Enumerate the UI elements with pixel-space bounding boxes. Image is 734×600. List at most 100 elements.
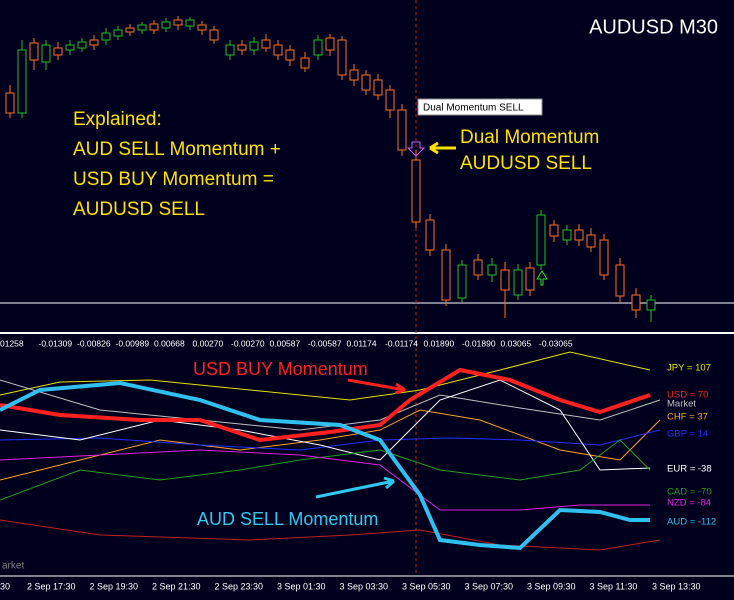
signal-label: Dual Momentum	[460, 127, 599, 148]
indicator-line	[0, 351, 651, 401]
time-label: 3 Sep 09:30	[527, 581, 576, 591]
currency-label: GBP = 14	[667, 429, 708, 440]
candle-body	[273, 44, 283, 56]
indicator-line	[0, 449, 650, 511]
candle-body	[562, 229, 572, 241]
explanation: Explained: AUD SELL Momentum + USD BUY Mom…	[73, 109, 281, 220]
candle-body	[411, 159, 421, 223]
time-axis: 30 2 Sep 17:30 2 Sep 19:30 2 Sep 21:30 2 Sep…	[0, 581, 701, 591]
sell-arrow	[406, 141, 426, 157]
candle-body	[385, 89, 395, 111]
level-label: 01258	[0, 338, 24, 348]
level-label: 0.00587	[270, 338, 301, 348]
level-label: -0.01890	[462, 338, 496, 348]
explanation-line: AUD SELL Momentum +	[73, 139, 281, 160]
symbol: AUDUSD M30	[589, 16, 718, 38]
candle-body	[457, 264, 467, 299]
explanation-line: USD BUY Momentum =	[73, 169, 274, 190]
candle-body	[373, 79, 383, 96]
currency-label: EUR = -38	[667, 464, 712, 475]
explanation-line: AUDUSD SELL	[73, 199, 205, 220]
candle-body	[313, 39, 323, 56]
candle-body	[77, 41, 87, 49]
candle-body	[500, 269, 510, 291]
level-label: -0.03065	[539, 338, 573, 348]
time-label: 3 Sep 07:30	[465, 581, 514, 591]
candle-body	[17, 49, 27, 114]
candle-body	[397, 109, 407, 151]
indicator-line	[0, 379, 661, 431]
candle-body	[209, 29, 219, 41]
indicator-line	[0, 409, 661, 481]
currency-label: JPY = 107	[667, 363, 711, 374]
time-label: 2 Sep 19:30	[90, 581, 139, 591]
candle-body	[89, 39, 99, 46]
indicator-line	[0, 379, 651, 471]
indicator-line	[0, 519, 661, 551]
candle-body	[29, 42, 39, 61]
candle-body	[261, 39, 271, 49]
time-label: 2 Sep 21:30	[152, 581, 201, 591]
candle-body	[225, 44, 235, 56]
candle-body	[161, 21, 171, 29]
candle-body	[513, 269, 523, 296]
candle-body	[536, 214, 546, 266]
candle-body	[53, 47, 63, 56]
candle-body	[249, 41, 259, 51]
currency-label: Market	[667, 399, 696, 410]
time-label: 3 Sep 13:30	[652, 581, 701, 591]
level-label: -0.01309	[39, 338, 73, 348]
arrow	[429, 141, 456, 155]
time-label: 3 Sep 01:30	[277, 581, 326, 591]
candle-body	[361, 74, 371, 91]
candle-body	[615, 264, 625, 297]
candle-body	[285, 49, 295, 61]
candle-body	[441, 249, 451, 301]
level-label: 0.03065	[501, 338, 532, 348]
candle-body	[125, 27, 135, 33]
candle-body	[149, 23, 159, 31]
candle-body	[349, 69, 359, 81]
currency-label: NZD = -84	[667, 498, 711, 509]
candle-body	[646, 299, 656, 311]
level-label: 0.00668	[154, 338, 185, 348]
candle-body	[237, 44, 247, 51]
candle-body	[101, 32, 111, 41]
level-label: -0.00989	[116, 338, 150, 348]
candle-body	[487, 264, 497, 276]
level-label: -0.00270	[231, 338, 265, 348]
tooltip: Dual Momentum SELL	[423, 103, 524, 114]
aud-label: AUD SELL Momentum	[197, 509, 378, 529]
candle-body	[425, 219, 435, 251]
level-label: 0.01174	[347, 338, 377, 348]
candle-body	[631, 294, 641, 311]
candle-body	[473, 259, 483, 276]
levels: 01258 -0.01309 -0.00826 -0.00989 0.00668 0.00…	[0, 338, 573, 348]
time-label: 3 Sep 05:30	[402, 581, 451, 591]
candle-body	[586, 234, 596, 248]
tooltip-box	[417, 98, 543, 116]
candle-body	[549, 224, 559, 237]
time-label: 2 Sep 23:30	[215, 581, 264, 591]
candle-body	[173, 19, 183, 26]
corner-label: arket	[2, 561, 24, 572]
arrow	[347, 378, 406, 395]
candle-body	[574, 229, 584, 241]
indicator-lines	[0, 351, 661, 551]
candle-body	[65, 44, 75, 51]
time-label: 2 Sep 17:30	[27, 581, 76, 591]
currency-label: CAD = -70	[667, 487, 712, 498]
level-label: 0.00270	[193, 338, 224, 348]
candle-body	[337, 39, 347, 76]
candle-body	[113, 29, 123, 37]
candle-body	[525, 267, 535, 291]
currency-label: USD = 70	[667, 390, 708, 401]
candle-body	[5, 92, 15, 114]
candle-body	[197, 24, 207, 31]
level-label: -0.00587	[308, 338, 342, 348]
candle-body	[137, 24, 147, 31]
